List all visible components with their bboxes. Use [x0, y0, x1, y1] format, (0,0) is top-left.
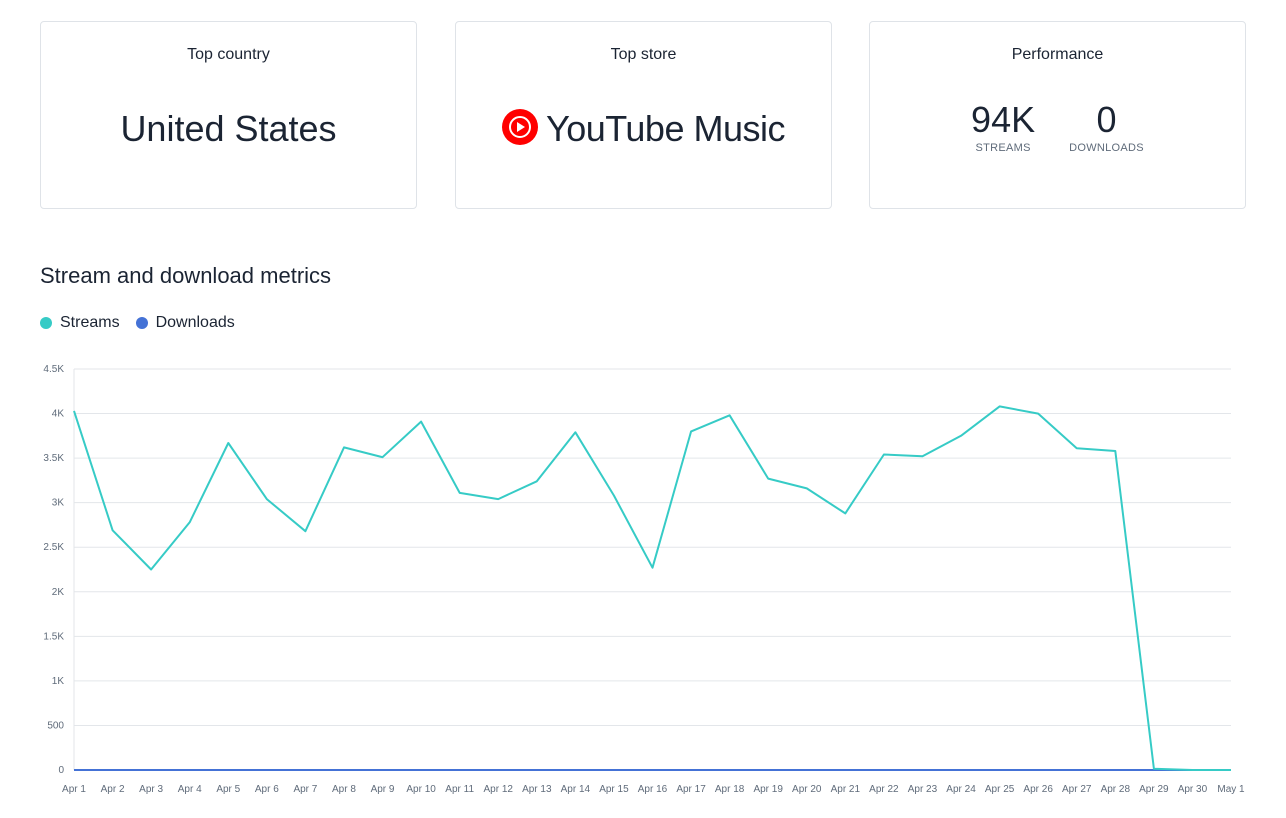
y-tick-label: 500	[47, 720, 64, 731]
y-tick-label: 3.5K	[43, 453, 64, 464]
y-tick-label: 2.5K	[43, 542, 64, 553]
x-tick-label: Apr 29	[1139, 784, 1169, 795]
x-tick-label: Apr 27	[1062, 784, 1092, 795]
x-tick-label: Apr 2	[101, 784, 125, 795]
legend-streams-label: Streams	[60, 314, 120, 331]
x-tick-label: Apr 25	[985, 784, 1015, 795]
streams-label: STREAMS	[975, 142, 1031, 154]
youtube-music-icon	[502, 108, 538, 150]
x-tick-label: Apr 7	[293, 784, 317, 795]
x-tick-label: Apr 13	[522, 784, 552, 795]
stream-download-chart: 0 500 1K 1.5K 2K 2.5K 3K 3.5K 4K 4.5K Apr 1 Apr 2 Ap…	[43, 364, 1245, 795]
x-tick-label: Apr 6	[255, 784, 279, 795]
x-tick-label: Apr 3	[139, 784, 163, 795]
x-tick-label: Apr 14	[561, 784, 591, 795]
x-tick-label: Apr 5	[216, 784, 240, 795]
x-tick-label: Apr 19	[753, 784, 783, 795]
x-tick-label: Apr 8	[332, 784, 356, 795]
top-country-card: Top country United States	[40, 21, 417, 209]
legend-downloads-dot	[135, 317, 148, 329]
series-line-streams	[73, 405, 1231, 771]
top-country-value: United States	[120, 108, 337, 149]
top-store-value: YouTube Music	[456, 108, 831, 150]
x-tick-label: Apr 10	[406, 784, 436, 795]
x-tick-label: Apr 21	[831, 784, 861, 795]
legend-streams-dot	[40, 317, 52, 329]
x-tick-label: May 1	[1217, 784, 1245, 795]
x-tick-label: Apr 11	[445, 784, 474, 795]
performance-title: Performance	[1011, 46, 1104, 63]
y-tick-label: 4K	[52, 409, 65, 420]
legend-streams[interactable]: Streams	[40, 314, 120, 332]
x-tick-label: Apr 30	[1178, 784, 1208, 795]
x-tick-label: Apr 15	[599, 784, 629, 795]
x-tick-label: Apr 17	[676, 784, 706, 795]
x-tick-label: Apr 28	[1101, 784, 1131, 795]
x-tick-label: Apr 4	[178, 784, 202, 795]
y-tick-label: 2K	[52, 587, 65, 598]
top-store-title: Top store	[610, 46, 677, 63]
x-tick-label: Apr 9	[371, 784, 395, 795]
y-tick-label: 4.5K	[43, 364, 64, 375]
streams-value: 94K	[971, 99, 1036, 140]
x-tick-label: Apr 12	[483, 784, 513, 795]
top-store-name: YouTube Music	[546, 108, 785, 149]
y-tick-label: 0	[58, 765, 64, 776]
chart-legend: Streams Downloads	[40, 314, 235, 332]
legend-downloads[interactable]: Downloads	[135, 314, 235, 332]
section-title: Stream and download metrics	[40, 263, 332, 288]
streams-metric: 94K STREAMS	[971, 99, 1036, 155]
x-tick-label: Apr 22	[869, 784, 899, 795]
y-tick-label: 3K	[52, 498, 65, 509]
y-tick-label: 1.5K	[43, 631, 64, 642]
x-tick-label: Apr 18	[715, 784, 745, 795]
x-tick-label: Apr 23	[908, 784, 938, 795]
x-tick-label: Apr 20	[792, 784, 822, 795]
top-store-card: Top store YouTube Music	[455, 21, 832, 209]
downloads-value: 0	[1096, 99, 1117, 140]
x-tick-label: Apr 24	[946, 784, 976, 795]
x-tick-label: Apr 26	[1023, 784, 1053, 795]
x-tick-label: Apr 16	[638, 784, 668, 795]
x-tick-label: Apr 1	[62, 784, 86, 795]
y-tick-label: 1K	[52, 676, 65, 687]
legend-downloads-label: Downloads	[155, 314, 235, 331]
top-country-title: Top country	[187, 46, 270, 63]
performance-card: Performance 94K STREAMS 0 DOWNLOADS	[869, 21, 1246, 209]
downloads-metric: 0 DOWNLOADS	[1069, 99, 1144, 155]
downloads-label: DOWNLOADS	[1069, 142, 1144, 154]
